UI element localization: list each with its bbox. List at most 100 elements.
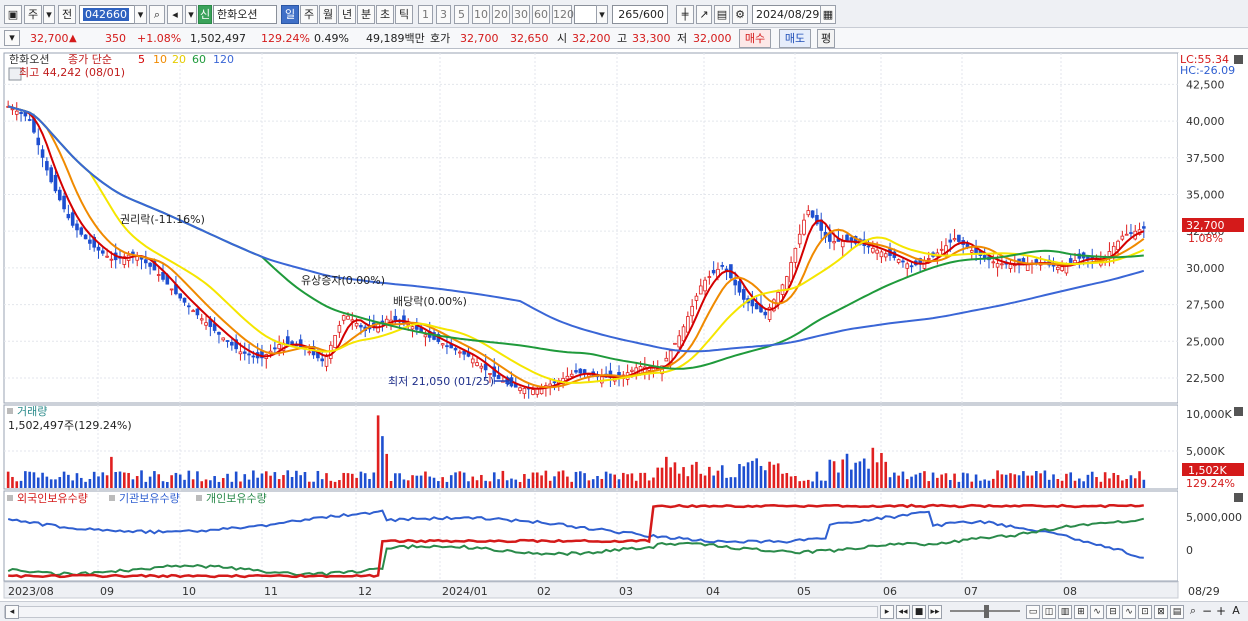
candle-body <box>217 331 221 335</box>
y-tick-label: 10,000K <box>1186 408 1232 421</box>
settings-gear-icon[interactable]: ⚙ <box>732 5 748 24</box>
y-tick-label: 30,000 <box>1186 262 1225 275</box>
tool-icon[interactable]: ▭ <box>1026 605 1040 619</box>
volume-pct-axis-label: 129.24% <box>1186 477 1235 490</box>
search-icon[interactable]: ⌕ <box>149 5 165 24</box>
zoom-out-icon[interactable]: − <box>1201 604 1213 618</box>
stock-code-input[interactable]: 042660 <box>79 5 135 24</box>
date-input[interactable]: 2024/08/29 <box>752 5 822 24</box>
volume-bar <box>862 458 866 488</box>
interval-dropdown-icon[interactable]: ▾ <box>596 5 608 24</box>
candle-body <box>156 274 161 276</box>
chart-canvas[interactable]: 42,50040,00037,50035,00032,50030,00027,5… <box>0 50 1248 601</box>
evaluation-button[interactable]: 평 <box>817 29 835 48</box>
institution-line <box>7 509 1144 559</box>
period-second-button[interactable]: 초 <box>376 5 394 24</box>
interval-button[interactable]: 10 <box>472 5 490 24</box>
candle-body <box>234 339 238 350</box>
volume-bar <box>355 477 358 488</box>
volume-bar <box>432 477 436 488</box>
volume-close-icon[interactable] <box>1234 407 1243 416</box>
sell-button[interactable]: 매도 <box>779 29 811 48</box>
volume-panel[interactable] <box>3 404 1179 490</box>
volume-settings-icon[interactable] <box>7 408 13 414</box>
tool-icon[interactable]: ⊠ <box>1154 605 1168 619</box>
period-week-button[interactable]: 주 <box>300 5 318 24</box>
interval-button[interactable]: 60 <box>532 5 550 24</box>
period-tick-button[interactable]: 틱 <box>395 5 413 24</box>
volume-bar <box>703 475 707 488</box>
volume-bar <box>772 464 776 488</box>
candle-body <box>896 259 901 263</box>
period-month-button[interactable]: 월 <box>319 5 337 24</box>
count-field[interactable]: 265/600 <box>612 5 668 24</box>
zoom-search-icon[interactable]: ⌕ <box>1189 604 1197 617</box>
tool-icon[interactable]: ⊞ <box>1074 605 1088 619</box>
zoom-in-icon[interactable]: + <box>1215 604 1227 618</box>
price-panel[interactable] <box>3 52 1179 404</box>
stock-name-field[interactable]: 한화오션 <box>213 5 277 24</box>
window-icon[interactable]: ▣ <box>4 5 22 24</box>
volume-bar <box>729 477 733 488</box>
save-icon[interactable]: ▤ <box>714 5 730 24</box>
menu-dropdown-icon[interactable]: ▾ <box>185 5 197 24</box>
interval-button[interactable]: 5 <box>454 5 469 24</box>
current-price-axis-label: 32,700 <box>1186 219 1225 232</box>
period-minute-button[interactable]: 분 <box>357 5 375 24</box>
tool-icon[interactable]: ∿ <box>1090 605 1104 619</box>
forward-icon[interactable]: ▸▸ <box>928 605 942 619</box>
play-icon[interactable]: ▸ <box>880 605 894 619</box>
candle-body <box>230 341 234 346</box>
scroll-left-icon[interactable]: ◂ <box>5 605 19 619</box>
tool-icon[interactable]: ◫ <box>1042 605 1056 619</box>
code-dropdown-icon[interactable]: ▾ <box>134 5 147 24</box>
volume-bar <box>566 476 569 488</box>
interval-button[interactable]: 20 <box>492 5 510 24</box>
view-select[interactable]: 전 <box>58 5 76 24</box>
volume-bar <box>1078 478 1081 488</box>
tool-icon[interactable]: ▤ <box>1170 605 1184 619</box>
interval-button[interactable]: 1 <box>418 5 433 24</box>
interval-button[interactable]: 30 <box>512 5 530 24</box>
zoom-slider-handle[interactable] <box>984 605 989 618</box>
current-pct-axis-label: 1.08% <box>1188 232 1223 245</box>
quote-toggle-icon[interactable]: ▾ <box>4 30 20 46</box>
panel-settings-icon[interactable] <box>8 67 22 81</box>
holding-close-icon[interactable] <box>1234 493 1243 502</box>
stop-icon[interactable]: ■ <box>912 605 926 619</box>
period-day-button[interactable]: 일 <box>281 5 299 24</box>
draw-tool-icon[interactable]: ↗ <box>696 5 712 24</box>
volume-bar <box>936 477 939 488</box>
volume-bar <box>170 475 173 488</box>
interval-button[interactable]: 3 <box>436 5 451 24</box>
candle-body <box>1034 259 1039 263</box>
candle-body <box>49 167 53 183</box>
holding-settings-icon[interactable] <box>7 495 13 501</box>
price-close-icon[interactable] <box>1234 55 1243 64</box>
volume-bar <box>1099 481 1103 488</box>
market-dropdown-icon[interactable]: ▾ <box>43 5 55 24</box>
volume-bar <box>979 480 982 488</box>
speaker-icon[interactable]: ◂ <box>167 5 183 24</box>
chart-area[interactable]: 42,50040,00037,50035,00032,50030,00027,5… <box>0 50 1248 601</box>
calendar-icon[interactable]: ▦ <box>820 5 836 24</box>
rewind-icon[interactable]: ◂◂ <box>896 605 910 619</box>
volume-bar <box>49 479 53 488</box>
interval-button[interactable]: 120 <box>552 5 574 24</box>
volume-bar <box>755 458 758 488</box>
y-tick-label: 42,500 <box>1186 78 1225 91</box>
tool-icon[interactable]: ⊟ <box>1106 605 1120 619</box>
grid-layer: 42,50040,00037,50035,00032,50030,00027,5… <box>4 53 1242 581</box>
period-year-button[interactable]: 년 <box>338 5 356 24</box>
candle-type-icon[interactable]: ╪ <box>676 5 694 24</box>
market-select[interactable]: 주 <box>24 5 42 24</box>
volume-bar <box>669 467 672 488</box>
scroll-track[interactable] <box>4 606 878 618</box>
tool-icon[interactable]: ▥ <box>1058 605 1072 619</box>
tool-icon[interactable]: ⊡ <box>1138 605 1152 619</box>
buy-button[interactable]: 매수 <box>739 29 771 48</box>
tool-icon[interactable]: ∿ <box>1122 605 1136 619</box>
ma-legend-20: 20 <box>172 53 186 66</box>
font-size-icon[interactable]: A <box>1232 604 1240 617</box>
volume-bar <box>1065 473 1068 488</box>
